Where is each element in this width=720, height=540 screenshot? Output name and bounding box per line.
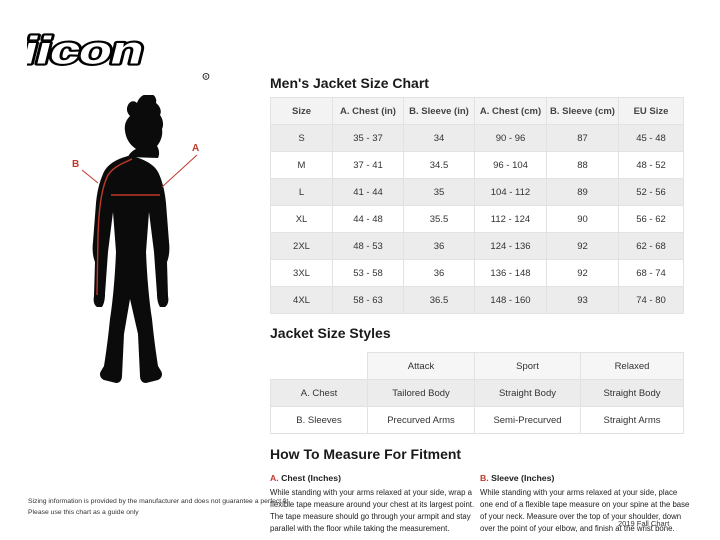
- svg-text:B: B: [72, 159, 79, 170]
- svg-text:A: A: [192, 143, 199, 154]
- svg-text:R: R: [205, 75, 208, 79]
- svg-text:iicon: iicon: [27, 29, 148, 72]
